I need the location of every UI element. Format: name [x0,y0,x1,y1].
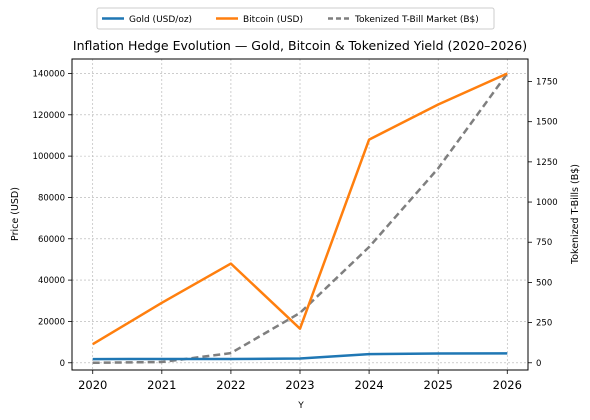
y-right-tick-label: 500 [536,278,552,288]
y-axis-right: 0 250 500 750 1000 1250 1500 1750 [528,78,558,369]
y-right-tick-label: 1750 [536,78,558,88]
y-left-tick-label: 100000 [33,152,65,162]
x-tick-label: 2025 [424,378,453,392]
legend-label-bitcoin: Bitcoin (USD) [243,15,303,25]
x-axis-label: Y [297,401,304,411]
y-right-tick-label: 250 [536,319,552,329]
x-tick-label: 2020 [78,378,107,392]
y-left-tick-label: 40000 [38,276,65,286]
y-right-tick-label: 1000 [536,198,558,208]
y-axis-left: 0 20000 40000 60000 80000 100000 120000 140000 [33,69,72,369]
x-tick-label: 2021 [147,378,176,392]
grid [72,59,528,370]
legend: Gold (USD/oz) Bitcoin (USD) Tokenized T-… [96,7,495,30]
y-left-tick-label: 120000 [33,111,65,121]
y-axis-left-label: Price (USD) [10,187,21,241]
legend-label-tbill: Tokenized T-Bill Market (B$) [354,15,479,25]
chart-title: Inflation Hedge Evolution — Gold, Bitcoi… [73,38,527,53]
legend-label-gold: Gold (USD/oz) [129,15,192,25]
y-right-tick-label: 1500 [536,118,558,128]
series-line-1 [92,72,508,346]
series-line-2 [92,72,509,365]
y-left-tick-label: 80000 [38,193,65,203]
y-left-tick-label: 140000 [33,69,65,79]
x-axis: 2020 2021 2022 2023 2024 2025 2026 [78,370,522,392]
series-lines [92,72,509,365]
x-tick-label: 2022 [216,378,245,392]
y-right-tick-label: 0 [536,359,541,369]
y-left-tick-label: 20000 [38,317,65,327]
y-left-tick-label: 0 [60,359,65,369]
x-tick-label: 2024 [354,378,383,392]
y-left-tick-label: 60000 [38,235,65,245]
legend-box [96,7,495,30]
x-tick-label: 2026 [493,378,522,392]
series-line-0 [92,352,508,361]
y-axis-right-label: Tokenized T-Bills (B$) [570,164,581,265]
y-right-tick-label: 750 [536,238,552,248]
y-right-tick-label: 1250 [536,158,558,168]
x-tick-label: 2023 [285,378,314,392]
